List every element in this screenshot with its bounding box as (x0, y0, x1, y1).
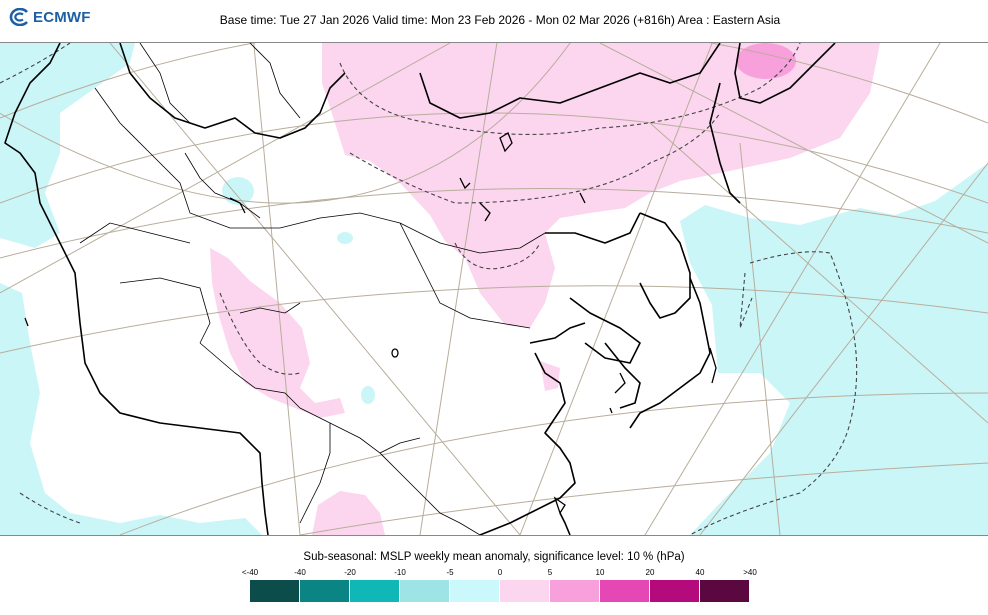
legend-tick: >40 (743, 568, 757, 577)
graticule (0, 43, 988, 535)
legend-swatch (300, 580, 350, 602)
legend-tick: -20 (344, 568, 356, 577)
anomaly-negative-central-2 (337, 232, 353, 244)
legend-swatch (350, 580, 400, 602)
legend-title: Sub-seasonal: MSLP weekly mean anomaly, … (303, 551, 685, 563)
logo-text: ECMWF (33, 8, 91, 26)
legend-tick: 10 (595, 568, 605, 577)
legend-swatch (550, 580, 600, 602)
legend-tick: <-40 (241, 568, 259, 577)
legend-tick: -5 (446, 568, 454, 577)
legend-swatch (600, 580, 650, 602)
page-title: Base time: Tue 27 Jan 2026 Valid time: M… (219, 13, 781, 27)
color-legend: <-40 -40 -20 -10 -5 0 5 10 20 40 >40 (242, 568, 757, 604)
map-panel (0, 42, 988, 536)
anomaly-negative-pacific (680, 163, 988, 535)
ecmwf-logo-icon (9, 8, 28, 26)
legend-tick: -40 (294, 568, 306, 577)
map-canvas (0, 43, 988, 535)
legend-tick: 40 (695, 568, 705, 577)
anomaly-negative-northwest (0, 43, 135, 248)
legend-tick: 5 (547, 568, 553, 577)
legend-swatch (650, 580, 700, 602)
coastlines (4, 43, 836, 535)
legend-swatch (400, 580, 450, 602)
header: ECMWF Base time: Tue 27 Jan 2026 Valid t… (0, 0, 988, 42)
legend-swatch (250, 580, 300, 602)
anomaly-negative-central-3 (361, 386, 375, 404)
legend-swatch (450, 580, 500, 602)
legend-tick: -10 (394, 568, 406, 577)
country-borders (79, 43, 546, 535)
legend-swatch (500, 580, 550, 602)
legend-swatch (700, 580, 750, 602)
anomaly-positive-strong-northeast (736, 43, 796, 79)
anomaly-positive-siberia (322, 43, 880, 328)
legend-tick: 0 (497, 568, 503, 577)
anomaly-negative-west (0, 283, 262, 535)
ecmwf-logo: ECMWF (8, 8, 91, 26)
significance-contours (0, 43, 858, 535)
lakes-islands (24, 132, 717, 515)
anomaly-positive-central (210, 248, 345, 418)
legend-tick: 20 (645, 568, 655, 577)
